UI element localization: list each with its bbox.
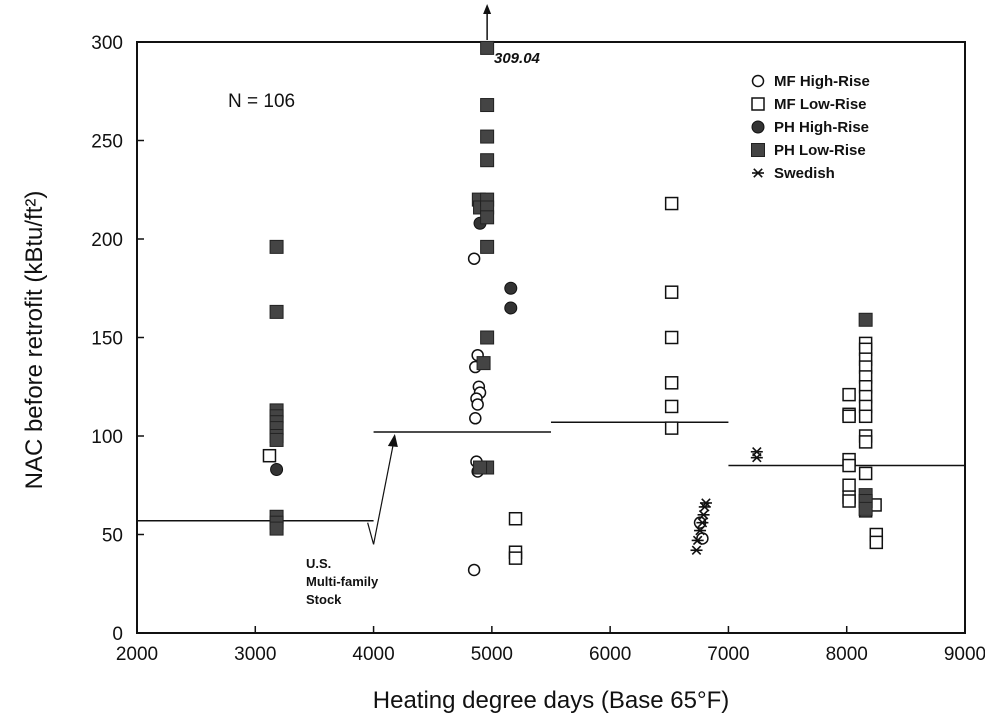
x-axis-title: Heating degree days (Base 65°F) [373,687,729,714]
stock-label-line-3: Stock [306,592,342,607]
point-mf-low-rise [508,511,523,526]
point-mf-high-rise [467,563,481,577]
stock-label-line-1: U.S. [306,556,331,571]
x-tick-label: 8000 [826,644,868,665]
stock-label: U.S. Multi-family Stock [306,556,382,607]
point-swedish [699,498,712,508]
point-ph-low-rise [480,239,495,254]
y-tick-label: 100 [91,427,123,448]
legend-marker-ph-low-rise [751,143,765,157]
offscale-arrow-head [483,4,492,14]
point-ph-low-rise [480,129,495,144]
point-swedish [750,452,763,463]
point-ph-high-rise [504,301,518,315]
point-mf-high-rise [471,398,484,411]
y-tick-label: 150 [91,329,123,350]
stock-label-line-2: Multi-family [306,574,379,589]
x-tick-label: 9000 [944,644,985,665]
point-ph-low-rise [480,210,495,225]
point-ph-low-rise [269,239,284,254]
point-ph-low-rise [269,432,284,447]
y-tick-label: 0 [112,624,123,645]
point-mf-low-rise [664,196,679,211]
legend-marker-swedish [752,168,764,178]
point-swedish [750,446,763,457]
point-mf-low-rise [508,551,523,565]
legend-marker-ph-high-rise [751,120,765,134]
n-label: N = 106 [228,91,295,112]
legend-label-ph-low-rise: PH Low-Rise [774,142,866,159]
y-tick-label: 300 [91,33,123,54]
point-mf-low-rise [858,409,873,424]
legend: MF High-Rise MF Low-Rise PH High-Rise PH Lo… [751,73,870,182]
point-swedish [694,525,707,536]
point-mf-low-rise [262,448,277,463]
data-points [262,4,884,577]
y-tick-label: 200 [91,230,123,251]
stock-arrow-shaft [372,435,396,545]
point-mf-low-rise [664,285,679,299]
x-tick-label: 3000 [234,644,276,665]
stock-annotation-arrow [367,434,398,545]
point-swedish [696,517,709,528]
x-tick-label: 2000 [116,644,158,665]
legend-marker-mf-high-rise [751,74,765,88]
point-ph-low-rise [480,40,495,55]
point-mf-low-rise [842,478,856,492]
point-ph-high-rise [270,462,284,476]
point-mf-low-rise [664,399,679,414]
point-mf-low-rise [869,535,884,550]
point-ph-low-rise [480,98,495,113]
point-mf-low-rise [664,421,679,435]
legend-label-mf-low-rise: MF Low-Rise [774,96,867,113]
point-mf-low-rise [858,466,873,481]
point-mf-low-rise [842,409,856,424]
x-tick-label: 4000 [352,644,394,665]
legend-label-ph-high-rise: PH High-Rise [774,119,869,136]
point-mf-low-rise [842,494,856,508]
x-tick-label: 5000 [471,644,513,665]
y-tick-label: 50 [102,526,123,547]
point-ph-low-rise [476,356,491,371]
point-swedish [697,510,710,520]
legend-label-mf-high-rise: MF High-Rise [774,73,870,90]
stock-arrow-left [367,522,375,545]
point-ph-low-rise [473,460,488,475]
point-mf-low-rise [842,387,856,402]
y-axis: 0 50 100 150 200 250 300 [91,33,144,645]
point-mf-low-rise [664,330,679,345]
x-axis: 2000 3000 4000 5000 6000 7000 8000 9000 [116,626,985,665]
y-tick-label: 250 [91,132,123,153]
point-mf-high-rise [469,412,482,425]
x-tick-label: 6000 [589,644,631,665]
point-mf-low-rise [664,376,679,390]
point-swedish [691,535,704,546]
point-mf-high-rise [467,252,481,265]
point-ph-low-rise [480,330,495,345]
legend-label-swedish: Swedish [774,165,835,182]
legend-marker-mf-low-rise [751,97,765,111]
stock-level-lines [137,421,965,522]
y-axis-title: NAC before retrofit (kBtu/ft²) [21,191,48,490]
point-ph-low-rise [269,521,284,536]
stock-arrow-head [387,434,398,447]
point-ph-low-rise [480,153,495,168]
offscale-value-label: 309.04 [494,50,541,67]
point-swedish [690,545,703,556]
point-ph-low-rise [858,312,873,327]
point-ph-high-rise [504,281,518,295]
point-mf-low-rise [858,435,873,449]
point-ph-low-rise [858,501,873,516]
point-ph-low-rise [269,304,284,319]
point-mf-low-rise [842,458,856,473]
x-tick-label: 7000 [707,644,749,665]
